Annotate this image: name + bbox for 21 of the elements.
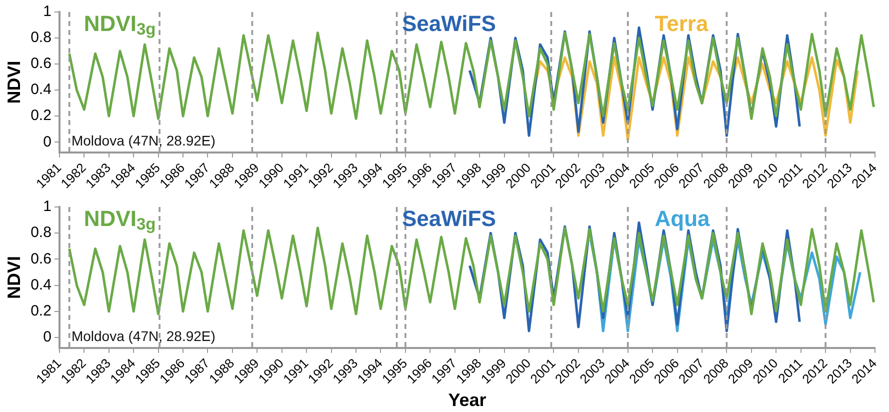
series-label: Terra — [654, 11, 709, 36]
y-tick-label: 1 — [43, 198, 52, 216]
y-tick-label: 0.8 — [30, 29, 52, 46]
y-tick-label: 1 — [43, 3, 52, 20]
y-tick-label: 0 — [43, 133, 52, 150]
y-tick-label: 0.4 — [30, 81, 52, 98]
series-label: SeaWiFS — [402, 206, 496, 232]
annotation: Moldova (47N, 28.92E) — [71, 132, 216, 148]
y-tick-label: 0.6 — [30, 250, 52, 268]
y-tick-label: 0.8 — [30, 224, 52, 242]
annotation: Moldova (47N, 28.92E) — [71, 328, 216, 344]
series-label: Aqua — [654, 206, 711, 232]
series-label: SeaWiFS — [402, 11, 496, 36]
x-axis-title: Year — [448, 390, 486, 410]
y-axis-title: NDVI — [4, 256, 24, 299]
y-axis-title: NDVI — [4, 60, 24, 104]
y-tick-label: 0.2 — [30, 302, 52, 320]
y-tick-label: 0.2 — [30, 107, 52, 124]
y-tick-label: 0 — [43, 328, 52, 346]
y-tick-label: 0.4 — [30, 276, 52, 294]
y-tick-label: 0.6 — [30, 55, 52, 72]
